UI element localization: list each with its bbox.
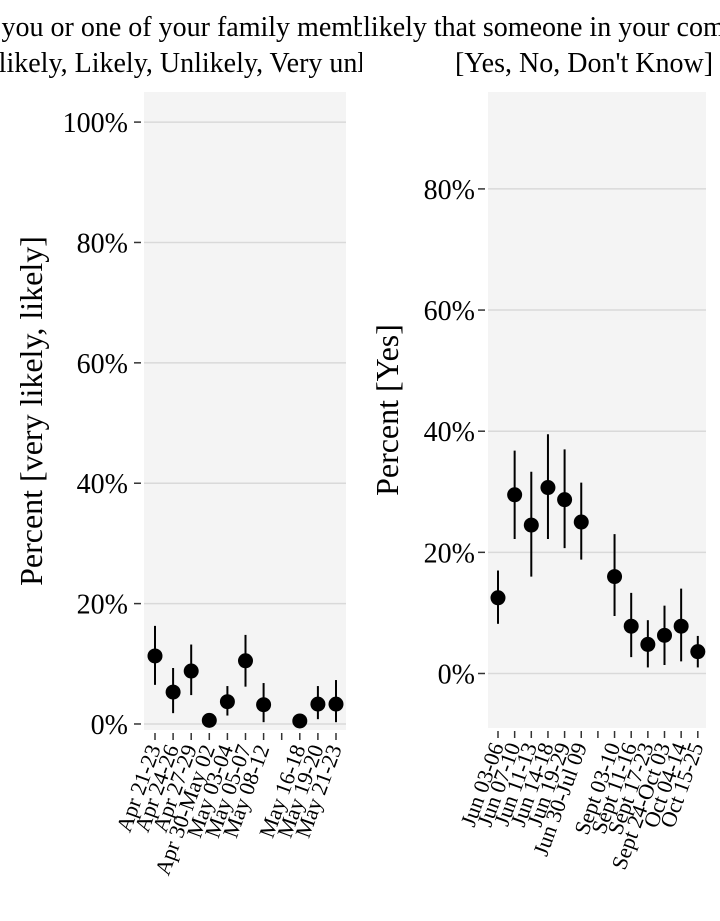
y-tick-label: 60% — [77, 349, 128, 380]
data-point — [490, 590, 506, 606]
data-point — [256, 697, 272, 713]
plot-background — [144, 92, 346, 730]
y-tick-label: 40% — [424, 417, 475, 448]
panel-title-line: Is it likely that someone in your commun… — [313, 12, 720, 43]
data-point — [183, 663, 199, 679]
y-tick-label: 40% — [77, 469, 128, 500]
panel-title: Is it likely that someone in your commun… — [313, 12, 720, 79]
y-tick-label: 100% — [63, 108, 128, 139]
y-tick-label: 60% — [424, 296, 475, 327]
data-point — [219, 694, 235, 710]
y-axis-label: Percent [very likely, likely] — [13, 236, 49, 586]
panel-title-line: [Very likely, Likely, Unlikely, Very unl… — [0, 48, 431, 79]
data-point — [623, 618, 639, 634]
y-tick-label: 0% — [91, 710, 128, 741]
data-point — [507, 487, 523, 503]
panel-title: Do you or one of your family members [Ver… — [0, 12, 431, 79]
data-point — [328, 696, 344, 712]
panel-title-line: [Yes, No, Don't Know] — [455, 48, 713, 79]
data-point — [540, 480, 556, 496]
data-point — [292, 713, 308, 729]
panel-title-line: Do you or one of your family members — [0, 12, 400, 43]
y-tick-label: 80% — [424, 175, 475, 206]
data-point — [657, 627, 672, 643]
data-point — [238, 653, 253, 669]
data-point — [310, 696, 326, 712]
plot-background — [488, 92, 706, 728]
data-point — [557, 492, 573, 508]
y-tick-label: 0% — [438, 659, 475, 690]
data-point — [690, 644, 706, 660]
data-point — [147, 648, 163, 664]
data-point — [573, 514, 589, 530]
y-tick-label: 20% — [77, 590, 128, 621]
data-point — [523, 517, 539, 533]
data-point — [640, 636, 656, 652]
data-point — [607, 569, 623, 585]
data-point — [201, 712, 217, 728]
data-point — [165, 684, 181, 700]
y-axis-label: Percent [Yes] — [369, 324, 405, 496]
data-point — [673, 618, 689, 634]
right-panel: Is it likely that someone in your commun… — [313, 12, 720, 873]
y-tick-label: 20% — [424, 538, 475, 569]
y-tick-label: 80% — [77, 228, 128, 259]
left-panel: Do you or one of your family members [Ver… — [0, 12, 431, 878]
